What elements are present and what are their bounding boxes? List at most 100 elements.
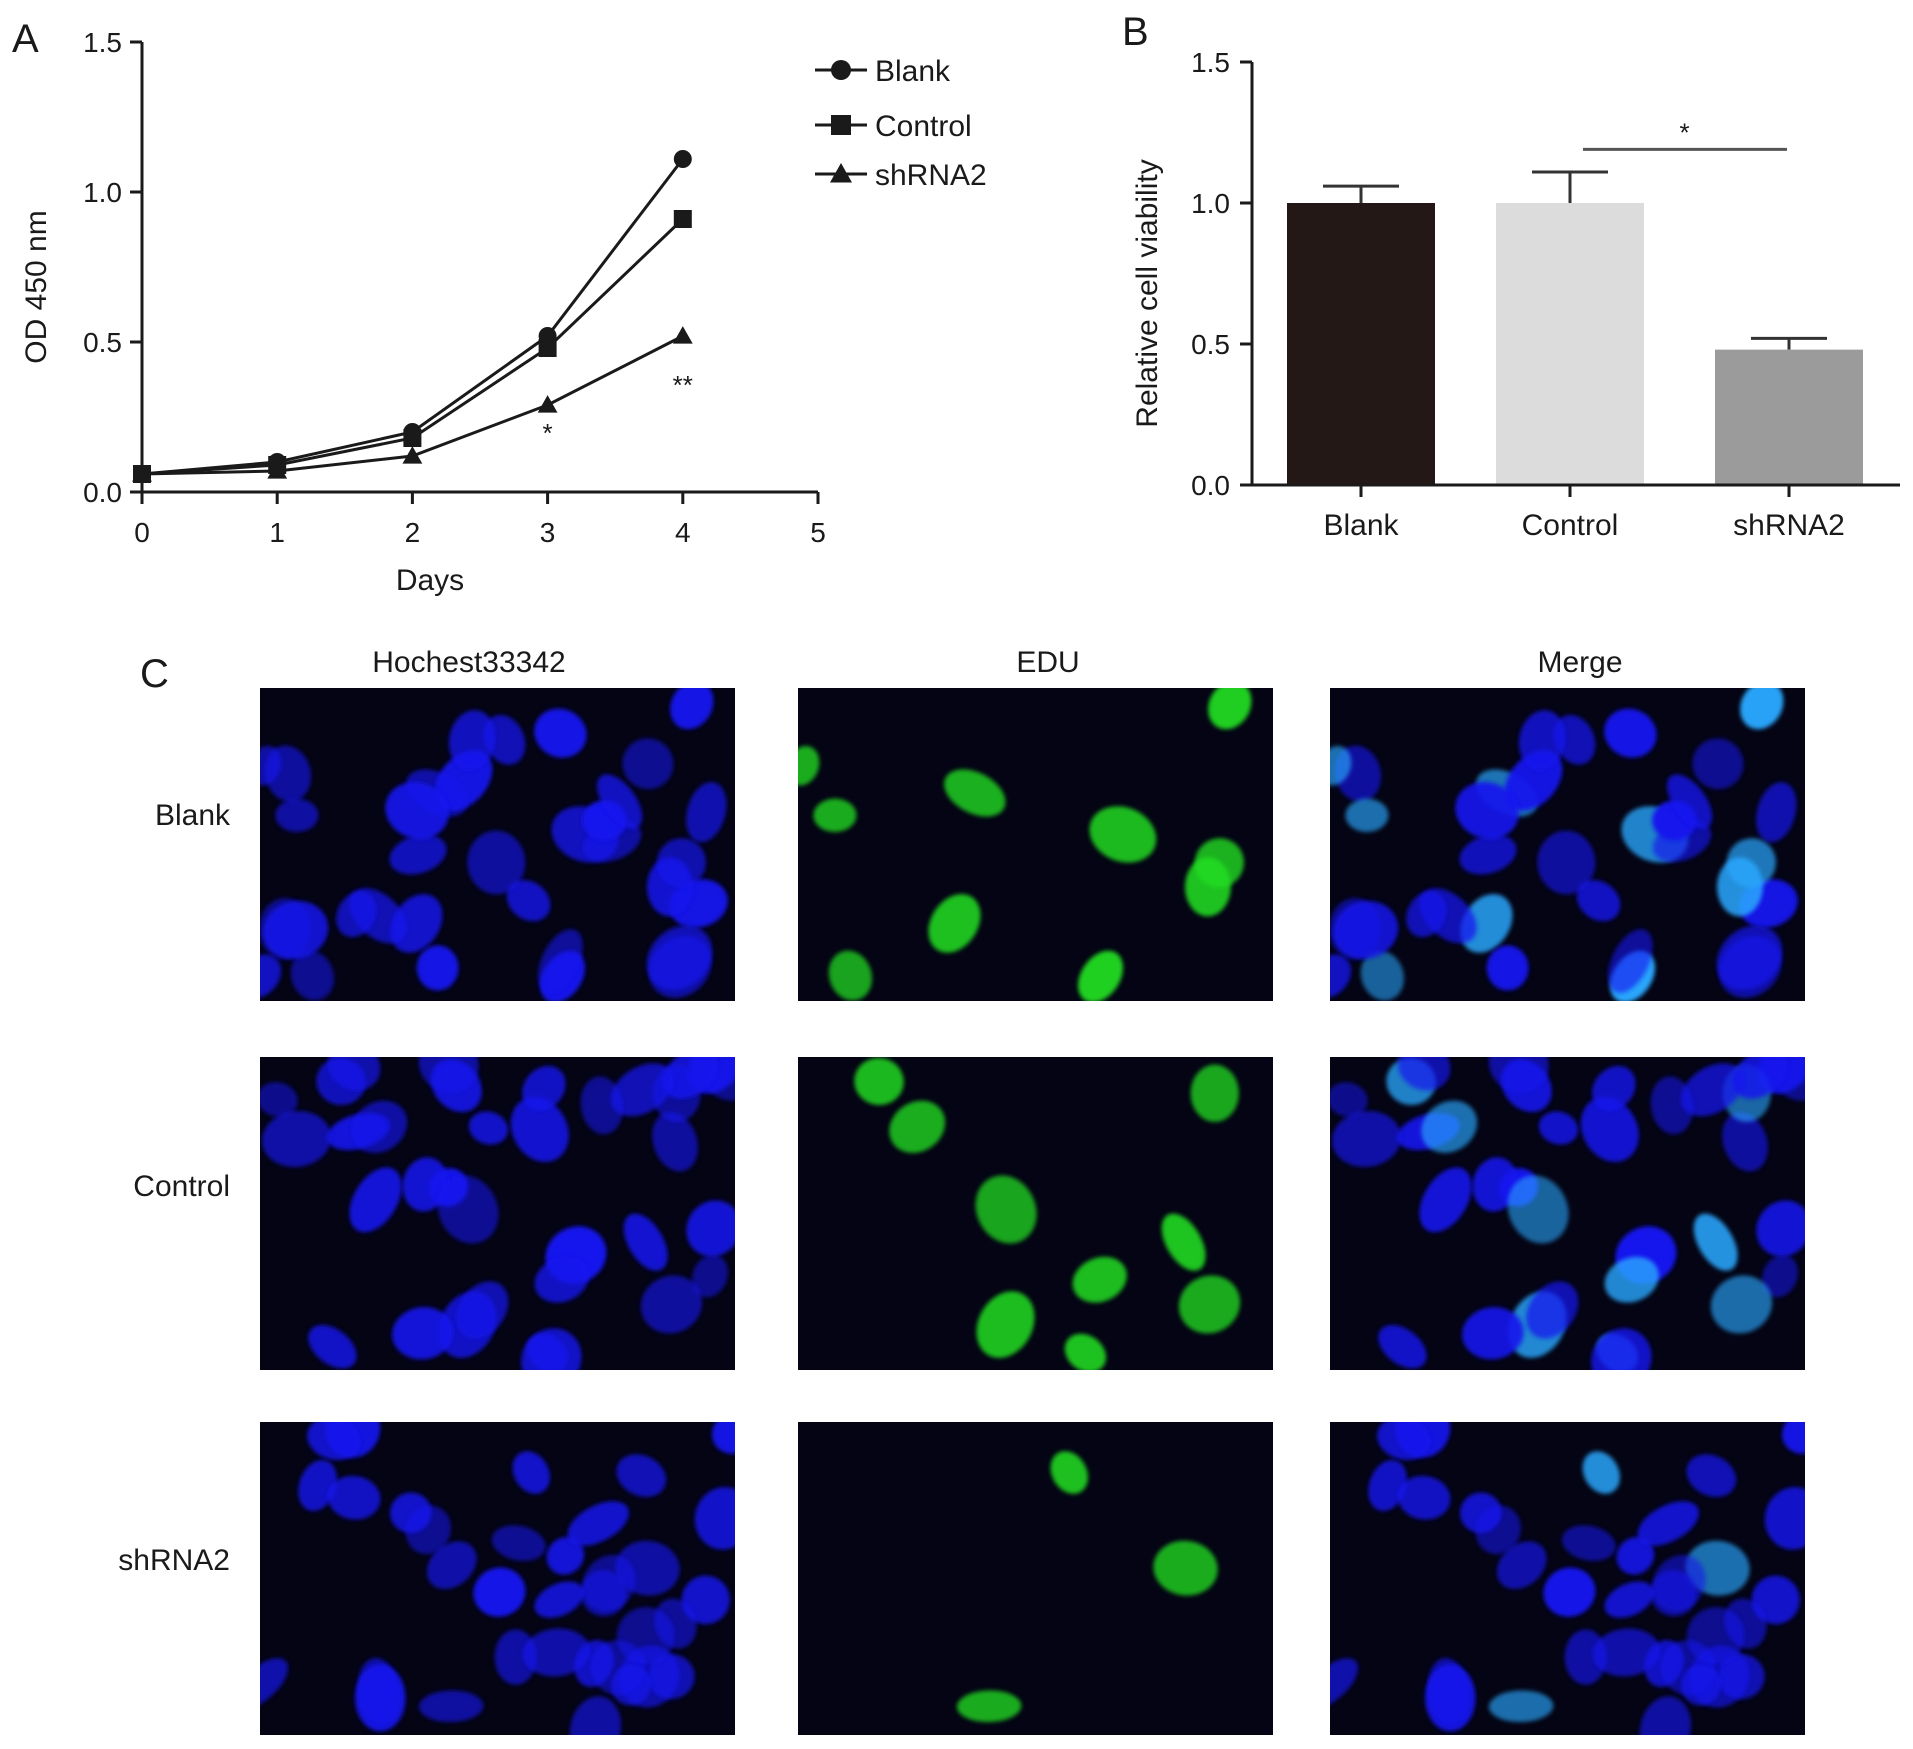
nucleus — [956, 1690, 1022, 1723]
nucleus — [416, 945, 459, 991]
nucleus — [418, 1057, 479, 1093]
micrograph-edu-shrna2 — [798, 1422, 1273, 1735]
micrograph-background — [798, 688, 1273, 1001]
legend-label: Blank — [875, 55, 951, 88]
nucleus — [1666, 774, 1713, 829]
nucleus — [1637, 1501, 1699, 1546]
nucleus — [1526, 1281, 1579, 1339]
nucleus — [1462, 1307, 1524, 1360]
nucleus — [468, 1111, 509, 1145]
nucleus — [534, 708, 587, 758]
nucleus — [1419, 1167, 1472, 1233]
micrograph-merge-control — [1330, 1057, 1805, 1370]
nucleus — [1496, 1541, 1547, 1589]
bar-shrna2 — [1715, 349, 1863, 485]
x-axis-label: Days — [396, 564, 464, 597]
nucleus — [567, 1501, 629, 1546]
nucleus — [1607, 929, 1653, 993]
nucleus — [355, 1664, 406, 1732]
nucleus — [1592, 1628, 1661, 1677]
nucleus — [298, 1459, 338, 1512]
nucleus — [1333, 901, 1399, 959]
nucleus — [389, 834, 447, 875]
nucleus — [491, 1525, 546, 1562]
nucleus — [1161, 1213, 1206, 1271]
nucleus — [1692, 738, 1744, 790]
nucleus — [580, 1076, 624, 1135]
legend-marker-triangle — [830, 163, 852, 183]
column-header-edu: EDU — [1016, 646, 1079, 679]
nucleus — [1751, 1575, 1800, 1625]
nucleus — [1345, 798, 1389, 833]
nucleus — [1740, 688, 1784, 730]
nucleus — [308, 1324, 357, 1369]
nucleus — [1576, 880, 1621, 922]
nucleus — [646, 925, 713, 990]
nucleus — [349, 1167, 402, 1233]
significance-bracket: * — [1583, 117, 1787, 151]
nucleus — [1208, 688, 1252, 730]
legend-marker-circle — [831, 60, 851, 80]
column-header-merge: Merge — [1537, 646, 1622, 679]
nucleus — [448, 710, 496, 770]
nucleus — [260, 954, 282, 998]
nucleus — [402, 1157, 449, 1212]
nucleus — [610, 1063, 674, 1117]
nucleus — [510, 1096, 569, 1162]
nucleus — [1680, 1063, 1744, 1117]
nucleus — [1776, 1060, 1805, 1101]
nucleus — [1592, 1065, 1636, 1111]
nucleus — [336, 891, 377, 938]
x-tick-label: 2 — [405, 517, 421, 548]
nucleus — [327, 1057, 381, 1091]
nucleus — [691, 1254, 729, 1298]
significance-star: * — [1679, 117, 1689, 147]
data-point-control — [403, 429, 422, 447]
nucleus — [1564, 1629, 1607, 1685]
nucleus — [622, 738, 674, 790]
nucleus — [260, 1082, 298, 1117]
nucleus — [1582, 1451, 1620, 1494]
line-chart-annotations: *** — [543, 370, 693, 448]
nucleus — [1680, 1664, 1721, 1706]
nucleus — [275, 798, 319, 833]
nucleus — [1518, 710, 1566, 770]
nucleus — [473, 1567, 526, 1617]
x-tick-label: Blank — [1323, 509, 1399, 542]
nucleus — [1486, 945, 1529, 991]
nucleus — [828, 950, 873, 1001]
nucleus — [1078, 950, 1124, 1001]
nucleus — [392, 1307, 454, 1360]
nucleus — [681, 1575, 730, 1625]
nucleus — [1330, 1658, 1358, 1709]
nucleus — [1378, 1324, 1427, 1369]
bar-chart-panel-b: B Blank Control shRNA2 0.0 0.5 1.0 1.5 * Rela… — [1122, 10, 1900, 542]
nucleus — [1538, 1111, 1579, 1145]
nucleus — [1732, 1057, 1788, 1099]
nucleus — [1604, 1256, 1659, 1303]
nucleus — [1459, 1492, 1502, 1533]
nucleus — [1368, 1459, 1408, 1512]
nucleus — [307, 1422, 361, 1461]
nucleus — [686, 782, 727, 843]
nucleus — [813, 798, 857, 833]
nucleus — [521, 1328, 582, 1370]
nucleus — [616, 1454, 667, 1497]
nucleus — [522, 1628, 591, 1677]
nucleus — [1089, 806, 1157, 863]
significance-star: ** — [673, 370, 693, 400]
nucleus — [467, 830, 526, 895]
nucleus — [1604, 708, 1657, 758]
line-chart-series — [132, 150, 693, 483]
nucleus — [889, 1100, 946, 1153]
nucleus — [944, 769, 1006, 817]
data-point-shrna2 — [537, 395, 558, 413]
nucleus — [1722, 1112, 1768, 1172]
nucleus — [1460, 894, 1513, 953]
nucleus — [1455, 781, 1519, 840]
nucleus — [1693, 1213, 1738, 1271]
nucleus — [1459, 834, 1517, 875]
nucleus — [1686, 1607, 1745, 1665]
y-tick-label: 0.0 — [1191, 470, 1230, 501]
